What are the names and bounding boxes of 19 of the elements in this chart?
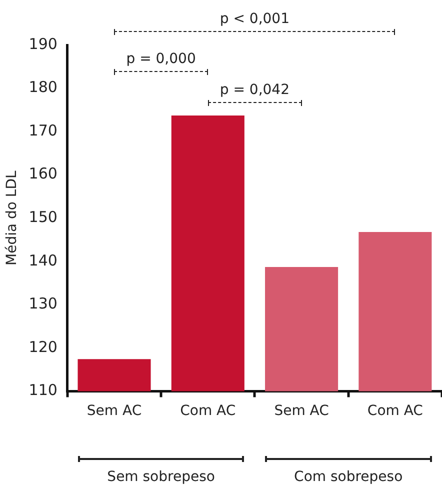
x-tick-label: Com AC	[367, 403, 424, 420]
y-tick-label: 110	[28, 381, 58, 400]
x-tick-label: Sem AC	[274, 403, 330, 420]
y-tick-label: 160	[28, 164, 58, 183]
x-tick-label: Sem AC	[86, 403, 142, 420]
text: Com sobrepeso	[294, 469, 403, 486]
y-tick-label: 130	[28, 294, 58, 313]
y-tick-label: 150	[28, 208, 58, 226]
x-tick-label: Com AC	[180, 403, 236, 420]
y-tick-label: 180	[28, 78, 58, 96]
y-tick-label: 190	[28, 34, 58, 53]
y-tick-label: 170	[28, 121, 58, 140]
y-axis-title: Média do LDL	[4, 170, 20, 266]
annotation: p = 0,000	[126, 51, 196, 67]
text: p < 0,001	[220, 11, 290, 27]
y-tick-label: 120	[28, 338, 58, 356]
text: Sem sobrepeso	[107, 469, 215, 486]
y-tick-label: 140	[28, 251, 58, 270]
annotation: p = 0,042	[220, 82, 290, 98]
